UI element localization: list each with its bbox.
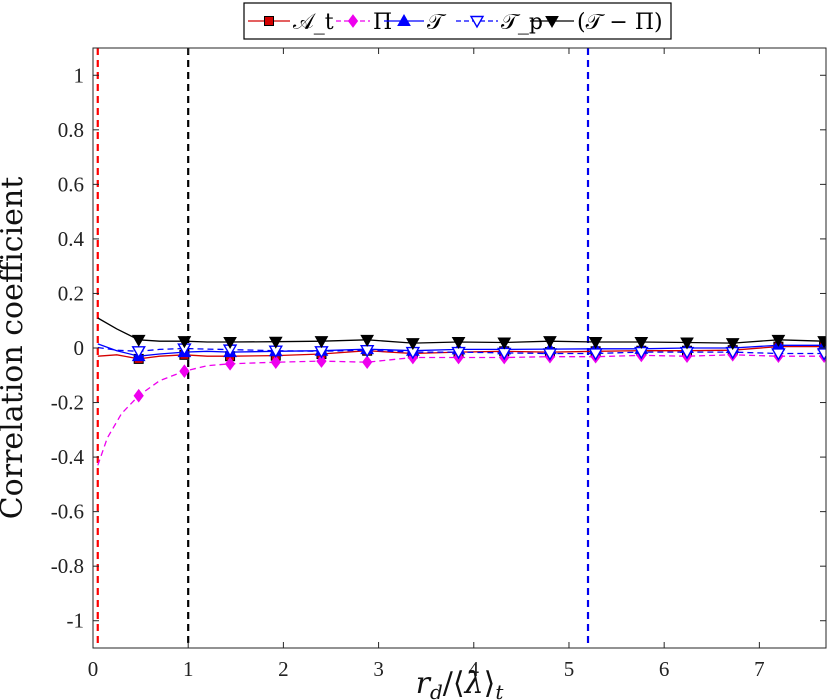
legend: 𝒜_t Π 𝒯 𝒯_p (𝒯 − Π) bbox=[243, 2, 672, 40]
data-point bbox=[270, 355, 281, 370]
legend-label: (𝒯 − Π) bbox=[577, 10, 663, 35]
data-point bbox=[179, 364, 190, 379]
legend-marker bbox=[545, 16, 559, 29]
legend-entry: Π bbox=[336, 10, 392, 35]
data-point bbox=[680, 337, 694, 350]
y-tick-label: 0.6 bbox=[58, 172, 84, 196]
series-line bbox=[97, 317, 825, 344]
legend-entry: 𝒜_t bbox=[248, 10, 334, 35]
series-line bbox=[97, 346, 825, 355]
data-point bbox=[268, 336, 283, 349]
data-point bbox=[543, 336, 557, 349]
data-point bbox=[362, 355, 373, 370]
series-line bbox=[97, 345, 825, 360]
legend-label: 𝒯 bbox=[427, 10, 447, 35]
data-point bbox=[771, 348, 786, 361]
series-3 bbox=[97, 343, 826, 361]
data-point bbox=[131, 334, 146, 347]
legend-entry: 𝒯_p bbox=[456, 10, 543, 35]
data-point bbox=[133, 388, 144, 403]
series-1 bbox=[97, 347, 826, 466]
y-axis-label: Correlation coefficient bbox=[0, 177, 30, 520]
y-tick-label: -0.2 bbox=[51, 391, 84, 415]
data-point bbox=[634, 337, 649, 350]
y-tick-label: -0.8 bbox=[51, 554, 84, 578]
data-point bbox=[542, 348, 558, 361]
data-point bbox=[177, 336, 192, 349]
legend-marker bbox=[264, 16, 274, 26]
x-tick-label: 0 bbox=[88, 657, 99, 681]
legend-label: Π bbox=[373, 10, 392, 35]
series-line bbox=[97, 354, 825, 466]
y-tick-label: 0 bbox=[74, 336, 85, 360]
x-tick-label: 5 bbox=[564, 657, 575, 681]
series-line bbox=[97, 343, 825, 357]
x-axis-label-text: rd/⟨λ⟩t bbox=[416, 666, 505, 700]
data-point bbox=[451, 337, 466, 350]
data-point bbox=[497, 337, 512, 350]
x-tick-label: 4 bbox=[469, 657, 480, 681]
data-point bbox=[405, 338, 420, 351]
x-tick-label: 3 bbox=[373, 657, 384, 681]
data-point bbox=[725, 338, 740, 351]
data-point bbox=[360, 334, 375, 347]
y-tick-label: 0.8 bbox=[58, 118, 84, 142]
series-layer bbox=[97, 317, 826, 466]
y-tick-label: -0.6 bbox=[51, 500, 84, 524]
reference-lines bbox=[96, 48, 590, 648]
data-point bbox=[588, 337, 603, 350]
data-point bbox=[816, 348, 826, 361]
data-point bbox=[224, 356, 236, 371]
x-axis-label: rd/⟨λ⟩t bbox=[416, 666, 505, 700]
series-4 bbox=[97, 317, 826, 351]
legend-label: 𝒯_p bbox=[501, 10, 543, 35]
data-point bbox=[817, 336, 826, 349]
data-point bbox=[223, 337, 237, 350]
y-tick-label: -1 bbox=[67, 609, 85, 633]
data-point bbox=[314, 336, 329, 349]
legend-label: 𝒜_t bbox=[293, 10, 334, 35]
legend-marker bbox=[347, 14, 359, 28]
x-tick-label: 7 bbox=[754, 657, 765, 681]
legend-entry: (𝒯 − Π) bbox=[530, 10, 663, 35]
y-tick-label: 0.2 bbox=[58, 281, 84, 305]
data-point bbox=[771, 334, 786, 347]
legend-entry: 𝒯 bbox=[384, 10, 447, 35]
x-tick-label: 1 bbox=[183, 657, 194, 681]
data-point bbox=[316, 354, 327, 368]
legend-marker bbox=[397, 13, 411, 26]
y-tick-label: 1 bbox=[74, 63, 85, 87]
x-tick-label: 2 bbox=[278, 657, 289, 681]
axis-ticks: 0 1 2 3 4 5 6 7 -1 -0.8 -0.6 -0.4 -0.2 0 0.2 0.4 0.6 0.8 1 bbox=[51, 48, 826, 681]
y-tick-label: -0.4 bbox=[51, 445, 85, 469]
x-tick-label: 6 bbox=[659, 657, 670, 681]
legend-marker bbox=[469, 15, 485, 29]
y-tick-label: 0.4 bbox=[58, 227, 85, 251]
